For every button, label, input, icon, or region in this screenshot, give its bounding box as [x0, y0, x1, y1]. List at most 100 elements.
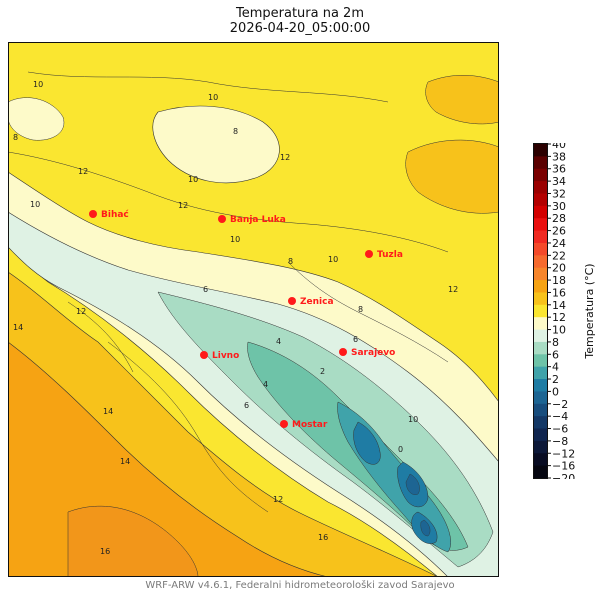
colorbar-blocks	[534, 144, 547, 479]
colorbar-tick-label: 40	[552, 143, 566, 151]
city-label: Livno	[212, 351, 239, 361]
contour-label: 12	[78, 167, 88, 176]
colorbar-block	[534, 403, 547, 417]
colorbar-tick-label: −16	[552, 460, 575, 473]
colorbar-block	[534, 267, 547, 281]
contour-label: 12	[280, 153, 290, 162]
colorbar-block	[534, 144, 547, 157]
credit-text: WRF-ARW v4.6.1, Federalni hidrometeorolo…	[145, 580, 455, 591]
colorbar-block	[534, 242, 547, 256]
map-subtitle: 2026-04-20_05:00:00	[229, 21, 371, 36]
city-tuzla: Tuzla	[365, 250, 403, 260]
colorbar-tick-label: 34	[552, 175, 566, 188]
city-bihac: Bihać	[89, 209, 129, 220]
colorbar-tick-label: −8	[552, 435, 568, 448]
colorbar-tick-label: 38	[552, 150, 566, 163]
contour-label: 10	[30, 200, 40, 209]
contour-labels: 10 12 10 8 12 10 8 12 10 10 10 12 6 8 4 …	[13, 80, 458, 556]
colorbar-block	[534, 366, 547, 380]
city-label: Sarajevo	[351, 348, 395, 358]
colorbar-block	[534, 329, 547, 343]
contour-label: 8	[13, 133, 18, 142]
field-10-north	[152, 105, 280, 184]
contour-label: 10	[230, 235, 240, 244]
city-label: Bihać	[101, 209, 129, 220]
field-0	[353, 421, 438, 544]
colorbar-tick-label: 24	[552, 237, 566, 250]
colorbar-tick-label: 26	[552, 225, 566, 238]
colorbar-tick-label: 30	[552, 200, 566, 213]
colorbar-tick-label: 22	[552, 249, 566, 262]
colorbar-block	[534, 341, 547, 355]
field-14-ne	[425, 75, 499, 125]
contour-label: 8	[288, 257, 293, 266]
colorbar-tick-label: 2	[552, 373, 559, 386]
city-markers: Bihać Banja Luka Tuzla Zenica Livno Sara…	[89, 209, 403, 430]
contour-label: 10	[188, 175, 198, 184]
colorbar-tick-label: 0	[552, 385, 559, 398]
colorbar-block	[534, 317, 547, 331]
colorbar-ticks: 4038363432302826242220181614121086420−2−…	[547, 143, 575, 479]
colorbar-block	[534, 280, 547, 293]
colorbar-block	[534, 292, 547, 306]
colorbar-frame	[533, 143, 548, 479]
colorbar-block	[534, 391, 547, 405]
colorbar-block	[534, 230, 547, 244]
contour-label: 14	[13, 323, 23, 332]
colorbar-block	[534, 218, 547, 232]
contour-label: 14	[120, 457, 130, 466]
field-minus2	[405, 473, 431, 537]
colorbar-tick-label: 16	[552, 286, 566, 299]
city-zenica: Zenica	[288, 297, 334, 307]
contour-lines	[8, 71, 449, 513]
contour-label: 4	[263, 380, 268, 389]
colorbar-tick-label: −4	[552, 410, 568, 423]
contour-label: 16	[100, 547, 110, 556]
colorbar-tick-label: 14	[552, 299, 566, 312]
city-label: Tuzla	[377, 250, 403, 260]
colorbar-block	[534, 156, 547, 170]
colorbar-label: Temperatura (°C)	[583, 263, 596, 359]
contour-label: 8	[358, 305, 363, 314]
colorbar-tick-label: 8	[552, 336, 559, 349]
contour-label: 10	[408, 415, 418, 424]
colorbar-block	[534, 416, 547, 430]
field-14-east	[405, 139, 499, 214]
city-livno: Livno	[200, 351, 239, 361]
colorbar-tick-label: 32	[552, 187, 566, 200]
colorbar-tick-label: 18	[552, 274, 566, 287]
temperature-colorbar: 4038363432302826242220181614121086420−2−…	[533, 143, 596, 479]
colorbar-tick-label: −20	[552, 472, 575, 479]
contour-label: 12	[448, 285, 458, 294]
contour-label: 14	[103, 407, 113, 416]
contour-label: 16	[318, 533, 328, 542]
colorbar-block	[534, 379, 547, 392]
colorbar-tick-label: 36	[552, 163, 566, 176]
temperature-map: 10 12 10 8 12 10 8 12 10 10 10 12 6 8 4 …	[8, 42, 499, 577]
colorbar-tick-label: −2	[552, 398, 568, 411]
city-label: Mostar	[292, 420, 328, 430]
contour-label: 12	[76, 307, 86, 316]
colorbar-block	[534, 465, 547, 479]
colorbar-tick-label: −6	[552, 423, 568, 436]
contour-label: 2	[320, 367, 325, 376]
contour-label: 10	[33, 80, 43, 89]
colorbar-block	[534, 428, 547, 442]
colorbar-block	[534, 255, 547, 269]
contour-label: 6	[203, 285, 208, 294]
city-label: Zenica	[300, 297, 334, 307]
contour-label: 12	[273, 495, 283, 504]
city-banja-luka: Banja Luka	[218, 215, 286, 225]
colorbar-tick-label: 20	[552, 262, 566, 275]
map-title: Temperatura na 2m	[235, 6, 364, 21]
colorbar-tick-label: 10	[552, 324, 566, 337]
contour-label: 4	[276, 337, 281, 346]
field-10-pocket	[8, 97, 65, 141]
contour-label: 0	[398, 445, 403, 454]
city-mostar: Mostar	[280, 420, 328, 430]
colorbar-tick-label: 12	[552, 311, 566, 324]
colorbar-tick-label: −12	[552, 447, 575, 460]
colorbar-block	[534, 453, 547, 467]
contour-label: 8	[233, 127, 238, 136]
colorbar-block	[534, 205, 547, 219]
